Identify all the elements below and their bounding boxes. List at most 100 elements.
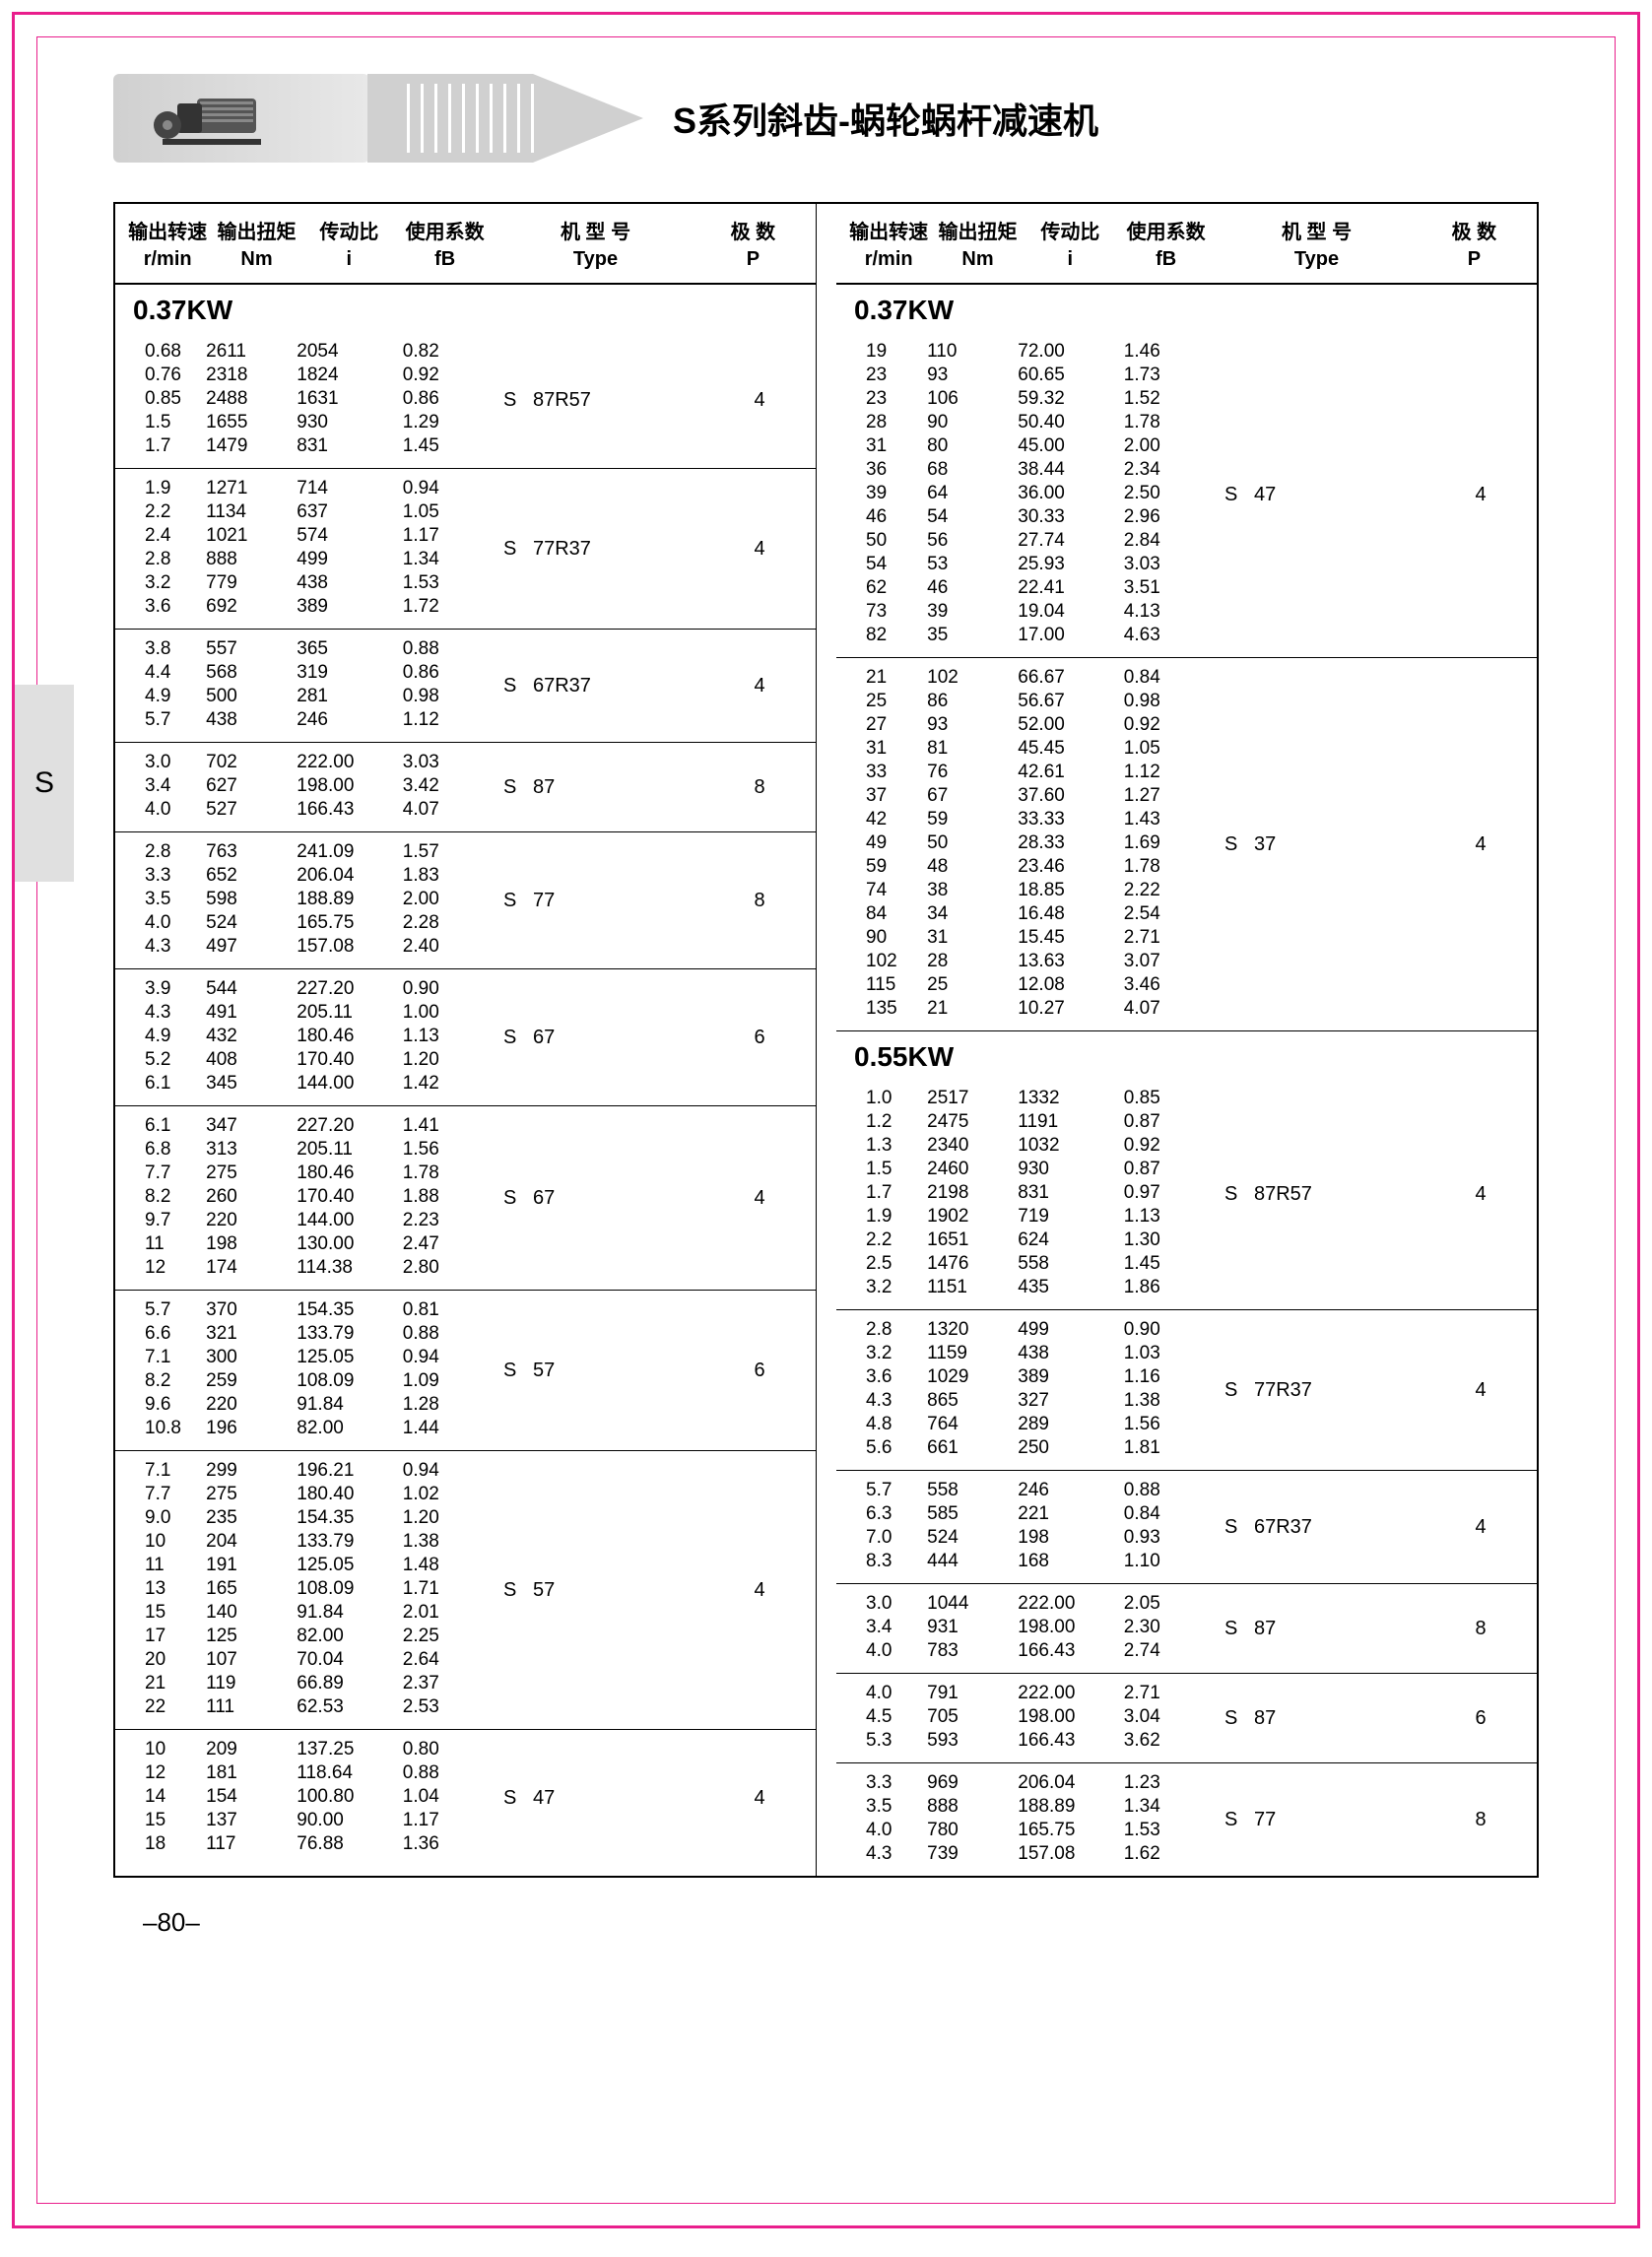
- table-row: 279352.000.92: [836, 713, 1215, 737]
- poles-cell: 6: [703, 1291, 816, 1450]
- table-row: 12181118.640.88: [115, 1761, 494, 1785]
- table-row: 843416.482.54: [836, 902, 1215, 926]
- type-cell: S 87R57: [494, 332, 703, 468]
- table-row: 376737.601.27: [836, 784, 1215, 808]
- table-row: 4.0791222.002.71: [836, 1682, 1215, 1705]
- spec-tables: 输出转速r/min 输出扭矩Nm 传动比i 使用系数fB 机 型 号Type 极…: [113, 202, 1539, 1878]
- table-row: 4.0783166.432.74: [836, 1639, 1215, 1663]
- table-header: 输出转速r/min 输出扭矩Nm 传动比i 使用系数fB 机 型 号Type 极…: [115, 204, 816, 285]
- table-row: 3.610293891.16: [836, 1365, 1215, 1389]
- poles-cell: 6: [703, 969, 816, 1105]
- table-row: 5.2408170.401.20: [115, 1048, 494, 1072]
- type-cell: S 67R37: [494, 630, 703, 742]
- table-row: 5.75582460.88: [836, 1479, 1215, 1502]
- table-row: 2.8763241.091.57: [115, 840, 494, 864]
- table-row: 5.7370154.350.81: [115, 1298, 494, 1322]
- table-row: 4.0524165.752.28: [115, 911, 494, 935]
- table-row: 505627.742.84: [836, 529, 1215, 553]
- table-row: 13165108.091.71: [115, 1577, 494, 1601]
- type-cell: S 87: [1215, 1584, 1424, 1673]
- poles-cell: 8: [703, 743, 816, 831]
- table-row: 11191125.051.48: [115, 1554, 494, 1577]
- table-row: 3.0702222.003.03: [115, 751, 494, 774]
- table-row: 4.38653271.38: [836, 1389, 1215, 1413]
- table-row: 7.7275180.461.78: [115, 1162, 494, 1185]
- type-cell: S 67R37: [1215, 1471, 1424, 1583]
- type-cell: S 57: [494, 1291, 703, 1450]
- table-row: 1811776.881.36: [115, 1832, 494, 1856]
- table-row: 1.516559301.29: [115, 411, 494, 434]
- poles-cell: 4: [1424, 1079, 1537, 1309]
- table-row: 4.3739157.081.62: [836, 1842, 1215, 1866]
- power-heading: 0.37KW: [115, 285, 816, 332]
- table-row: 823517.004.63: [836, 624, 1215, 647]
- table-row: 1911072.001.46: [836, 340, 1215, 364]
- table-row: 1712582.002.25: [115, 1625, 494, 1648]
- spec-group: 3.0702222.003.033.4627198.003.424.052716…: [115, 743, 816, 832]
- table-row: 2211162.532.53: [115, 1695, 494, 1719]
- spec-group: 4.0791222.002.714.5705198.003.045.359316…: [836, 1674, 1537, 1763]
- table-row: 8.2260170.401.88: [115, 1185, 494, 1209]
- table-row: 3.66923891.72: [115, 595, 494, 619]
- table-row: 258656.670.98: [836, 690, 1215, 713]
- spec-group: 5.75582460.886.35852210.847.05241980.938…: [836, 1471, 1537, 1584]
- table-row: 903115.452.71: [836, 926, 1215, 950]
- table-row: 6.6321133.790.88: [115, 1322, 494, 1346]
- table-row: 4.95002810.98: [115, 685, 494, 708]
- table-row: 4.5705198.003.04: [836, 1705, 1215, 1729]
- table-row: 7.7275180.401.02: [115, 1483, 494, 1506]
- table-row: 5.3593166.433.62: [836, 1729, 1215, 1753]
- table-row: 1.2247511910.87: [836, 1110, 1215, 1134]
- table-row: 11198130.002.47: [115, 1232, 494, 1256]
- table-row: 3.85573650.88: [115, 637, 494, 661]
- spec-group: 1.912717140.942.211346371.052.410215741.…: [115, 469, 816, 630]
- page-title: S系列斜齿-蜗轮蜗杆减速机: [673, 93, 1098, 144]
- power-heading: 0.37KW: [836, 285, 1537, 332]
- table-row: 8.2259108.091.09: [115, 1369, 494, 1393]
- poles-cell: 4: [703, 1106, 816, 1290]
- poles-cell: 4: [703, 332, 816, 468]
- table-header: 输出转速r/min 输出扭矩Nm 传动比i 使用系数fB 机 型 号Type 极…: [836, 204, 1537, 285]
- table-row: 733919.044.13: [836, 600, 1215, 624]
- table-row: 2.216516241.30: [836, 1228, 1215, 1252]
- table-row: 14154100.801.04: [115, 1785, 494, 1809]
- table-row: 1.721988310.97: [836, 1181, 1215, 1205]
- table-row: 2310659.321.52: [836, 387, 1215, 411]
- table-row: 6.35852210.84: [836, 1502, 1215, 1526]
- table-row: 3.3969206.041.23: [836, 1771, 1215, 1795]
- table-row: 8.34441681.10: [836, 1550, 1215, 1573]
- type-cell: S 47: [1215, 332, 1424, 657]
- table-row: 1.714798311.45: [115, 434, 494, 458]
- spec-group: 1911072.001.46239360.651.732310659.321.5…: [836, 332, 1537, 658]
- type-cell: S 67: [494, 969, 703, 1105]
- table-row: 0.68261120540.82: [115, 340, 494, 364]
- table-row: 239360.651.73: [836, 364, 1215, 387]
- table-row: 6.8313205.111.56: [115, 1138, 494, 1162]
- table-row: 4.3497157.082.40: [115, 935, 494, 959]
- table-row: 10.819682.001.44: [115, 1417, 494, 1440]
- table-row: 6.1347227.201.41: [115, 1114, 494, 1138]
- type-cell: S 87R57: [1215, 1079, 1424, 1309]
- table-row: 7.1299196.210.94: [115, 1459, 494, 1483]
- spec-group: 1.0251713320.851.2247511910.871.32340103…: [836, 1079, 1537, 1310]
- spec-group: 3.9544227.200.904.3491205.111.004.943218…: [115, 969, 816, 1106]
- table-row: 3.9544227.200.90: [115, 977, 494, 1001]
- table-row: 465430.332.96: [836, 505, 1215, 529]
- table-row: 1352110.274.07: [836, 997, 1215, 1021]
- table-row: 425933.331.43: [836, 808, 1215, 831]
- right-column: 输出转速r/min 输出扭矩Nm 传动比i 使用系数fB 机 型 号Type 极…: [836, 204, 1537, 1876]
- table-row: 743818.852.22: [836, 879, 1215, 902]
- table-row: 3.211514351.86: [836, 1276, 1215, 1299]
- poles-cell: 4: [703, 469, 816, 629]
- poles-cell: 8: [1424, 1763, 1537, 1876]
- table-row: 9.622091.841.28: [115, 1393, 494, 1417]
- table-row: 4.3491205.111.00: [115, 1001, 494, 1025]
- table-row: 396436.002.50: [836, 482, 1215, 505]
- table-row: 1.912717140.94: [115, 477, 494, 500]
- table-row: 3.211594381.03: [836, 1342, 1215, 1365]
- table-row: 2110266.670.84: [836, 666, 1215, 690]
- table-row: 0.76231818240.92: [115, 364, 494, 387]
- table-row: 4.9432180.461.13: [115, 1025, 494, 1048]
- table-row: 2.813204990.90: [836, 1318, 1215, 1342]
- table-row: 495028.331.69: [836, 831, 1215, 855]
